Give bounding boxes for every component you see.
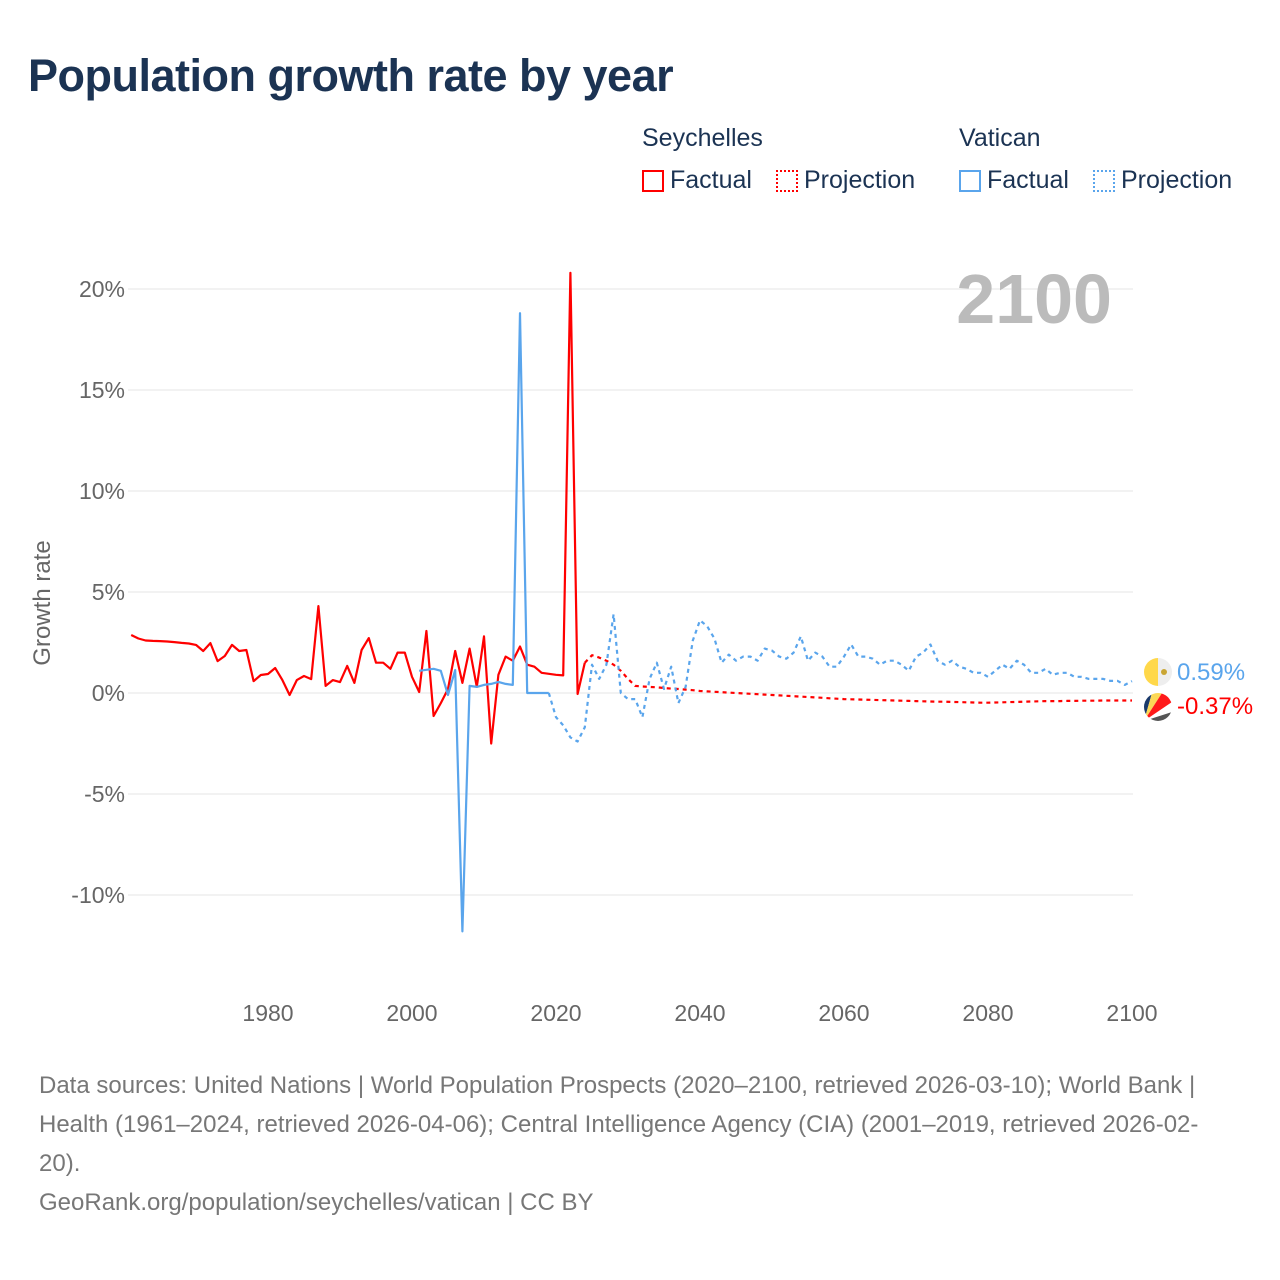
year-indicator: 2100: [956, 260, 1112, 338]
series-line-seychelles-factual: [130, 271, 586, 745]
footer: Data sources: United Nations | World Pop…: [39, 1066, 1239, 1222]
legend-seychelles-factual[interactable]: Factual: [642, 166, 752, 195]
data-sources: Data sources: United Nations | World Pop…: [39, 1072, 1199, 1177]
y-tick-label: 0%: [92, 680, 125, 706]
x-tick-label: 2100: [1106, 1000, 1157, 1026]
y-axis-label: Growth rate: [29, 540, 56, 665]
seychelles-flag-icon: [1144, 693, 1172, 721]
legend-label: Factual: [987, 166, 1069, 194]
x-tick-label: 2040: [674, 1000, 725, 1026]
x-tick-label: 1980: [242, 1000, 293, 1026]
y-tick-label: 20%: [79, 276, 125, 302]
legend-seychelles-projection[interactable]: Projection: [776, 166, 915, 195]
vatican-flag-icon: [1144, 658, 1172, 686]
legend-label: Projection: [1121, 166, 1233, 194]
series-line-vatican-projection: [547, 613, 1133, 743]
y-tick-label: 15%: [79, 377, 125, 403]
x-tick-label: 2080: [962, 1000, 1013, 1026]
series-line-vatican-factual: [419, 312, 549, 933]
vatican-end-label: 0.59%: [1177, 659, 1245, 686]
y-tick-label: -10%: [71, 882, 125, 908]
x-tick-label: 2020: [530, 1000, 581, 1026]
legend-vatican-projection[interactable]: Projection: [1093, 166, 1232, 195]
x-tick-label: 2000: [386, 1000, 437, 1026]
legend-group-seychelles: Seychelles: [642, 124, 763, 152]
legend-vatican-factual[interactable]: Factual: [959, 166, 1069, 195]
y-tick-label: 5%: [92, 579, 125, 605]
y-tick-label: -5%: [84, 781, 125, 807]
legend-group-vatican: Vatican: [959, 124, 1041, 152]
chart-title: Population growth rate by year: [28, 50, 674, 101]
credit-link[interactable]: GeoRank.org/population/seychelles/vatica…: [39, 1189, 594, 1216]
solid-swatch-icon: [959, 169, 981, 192]
legend-label: Projection: [804, 166, 916, 194]
y-tick-label: 10%: [79, 478, 125, 504]
dotted-swatch-icon: [1093, 169, 1115, 192]
seychelles-end-label: -0.37%: [1177, 693, 1253, 720]
legend-label: Factual: [670, 166, 752, 194]
x-tick-label: 2060: [818, 1000, 869, 1026]
series-line-seychelles-projection: [584, 654, 1132, 704]
solid-swatch-icon: [642, 169, 664, 192]
dotted-swatch-icon: [776, 169, 798, 192]
